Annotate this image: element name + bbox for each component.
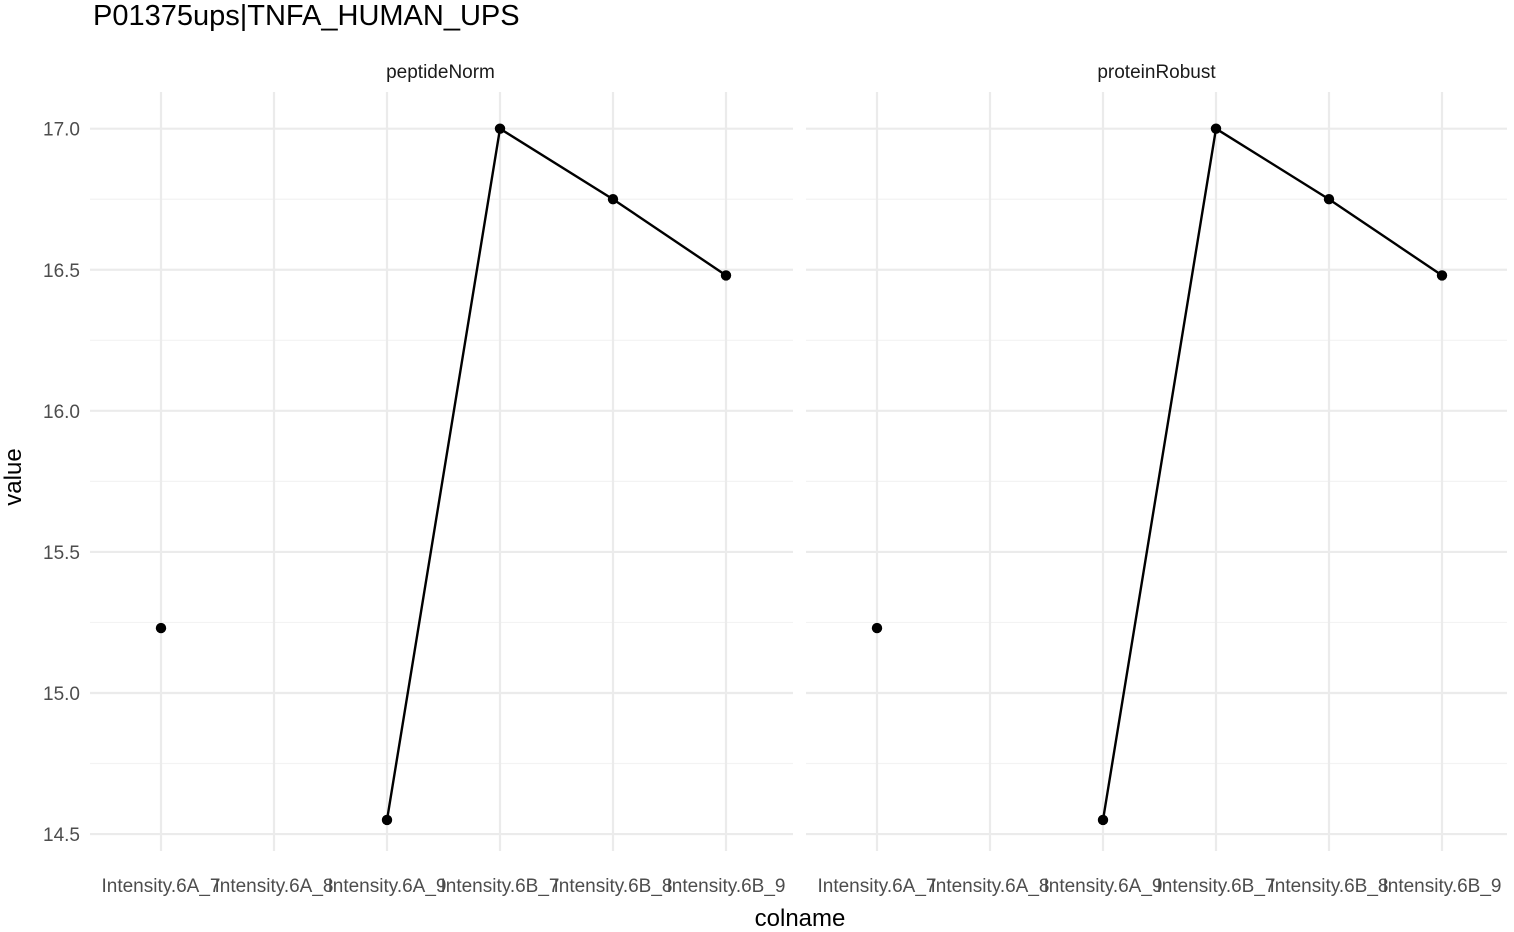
y-tick-label: 16.5 xyxy=(43,261,80,282)
data-point xyxy=(1323,194,1335,205)
y-tick-label: 15.0 xyxy=(43,684,80,705)
y-axis-title: value xyxy=(0,448,27,505)
facet-label: peptideNorm xyxy=(386,62,495,83)
x-axis-title: colname xyxy=(755,905,846,927)
y-tick-label: 14.5 xyxy=(43,825,80,846)
data-point xyxy=(1097,814,1109,826)
series-line-segment xyxy=(1327,198,1444,277)
series-line-segment xyxy=(498,127,615,201)
x-tick-label: Intensity.6A_9 xyxy=(327,876,446,897)
y-tick-label: 15.5 xyxy=(43,543,80,564)
x-tick-label: Intensity.6B_8 xyxy=(553,876,672,897)
x-tick-label: Intensity.6B_8 xyxy=(1269,876,1388,897)
x-tick-label: Intensity.6B_9 xyxy=(666,876,785,897)
x-tick-label: Intensity.6B_9 xyxy=(1382,876,1501,897)
data-point xyxy=(381,814,393,826)
data-point xyxy=(607,194,619,205)
series-line-segment xyxy=(385,127,502,822)
series-line-segment xyxy=(1214,127,1331,201)
facet-label: proteinRobust xyxy=(1097,62,1216,83)
x-tick-label: Intensity.6A_7 xyxy=(817,876,936,897)
x-tick-label: Intensity.6A_8 xyxy=(930,876,1049,897)
y-tick-label: 17.0 xyxy=(43,120,80,141)
data-point xyxy=(720,270,732,281)
data-point xyxy=(1436,270,1448,281)
x-tick-label: Intensity.6B_7 xyxy=(1156,876,1275,897)
facet-panel-peptideNorm: peptideNorm 14.5 15.0 15.5 16.0 16.5 17.0 Inten… xyxy=(43,62,793,897)
facet-panel-proteinRobust: proteinRobustIntensity.6A_7Intensity.6A_… xyxy=(806,62,1507,897)
data-point xyxy=(1210,123,1222,134)
series-line-segment xyxy=(611,198,728,277)
y-tick-label: 16.0 xyxy=(43,402,80,423)
data-point xyxy=(871,622,883,634)
panels-layer: peptideNorm 14.5 15.0 15.5 16.0 16.5 17.0 Inten… xyxy=(43,62,1507,897)
x-tick-label: Intensity.6A_7 xyxy=(101,876,220,897)
x-tick-label: Intensity.6B_7 xyxy=(440,876,559,897)
series-line-segment xyxy=(1101,127,1218,822)
data-point xyxy=(155,622,167,634)
x-tick-label: Intensity.6A_9 xyxy=(1043,876,1162,897)
data-point xyxy=(494,123,506,134)
x-tick-label: Intensity.6A_8 xyxy=(214,876,333,897)
chart-title: P01375ups|TNFA_HUMAN_UPS xyxy=(93,0,520,32)
